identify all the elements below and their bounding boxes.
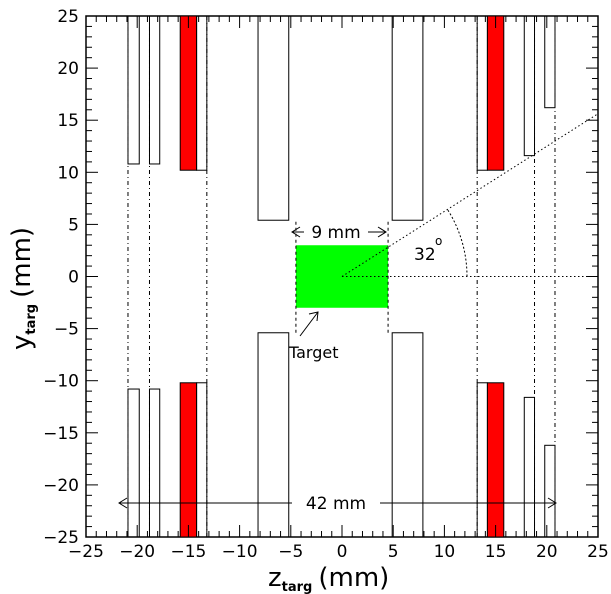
plate-lower-1 <box>148 388 161 538</box>
target-arrowhead <box>308 311 319 322</box>
x-tick-label: 0 <box>337 542 348 562</box>
plate-upper-9 <box>544 15 556 109</box>
x-tick-label: 20 <box>536 542 558 562</box>
x-tick-label: 10 <box>434 542 456 562</box>
angle-degree-symbol: o <box>435 234 442 248</box>
y-tick-label: −25 <box>43 528 79 548</box>
span-arrowhead-right <box>547 497 557 509</box>
y-tick-label: 25 <box>57 7 79 27</box>
plate-upper-3 <box>196 15 208 171</box>
width-label: 9 mm <box>311 223 360 243</box>
y-axis-title: ytarg (mm) <box>7 227 39 350</box>
y-tick-label: 15 <box>57 111 79 131</box>
plate-lower-5 <box>391 332 424 538</box>
x-axis-sub: targ <box>282 580 313 594</box>
plate-lower-9 <box>544 444 556 538</box>
plate-lower-2 <box>179 382 198 538</box>
x-axis-title: ztarg (mm) <box>268 563 389 594</box>
angle-annotation: 32 o <box>414 209 468 277</box>
plate-lower-4 <box>257 332 290 538</box>
y-axis-main: y <box>7 335 37 350</box>
x-tick-label: 15 <box>485 542 507 562</box>
angled-reference-line <box>341 113 599 277</box>
plate-upper-2 <box>179 15 198 171</box>
y-axis-unit: (mm) <box>7 227 37 298</box>
plate-upper-4 <box>257 15 290 221</box>
plate-lower-7 <box>486 382 505 538</box>
angle-label: 32 <box>414 245 436 265</box>
plate-upper-6 <box>476 15 488 171</box>
y-tick-label: −10 <box>43 372 79 392</box>
y-axis-sub: targ <box>24 304 39 335</box>
span-dimension: 42 mm <box>118 493 557 514</box>
x-tick-label: 25 <box>587 542 609 562</box>
plate-lower-3 <box>196 382 208 538</box>
target-callout: Target <box>288 311 339 362</box>
y-tick-label: 20 <box>57 59 79 79</box>
width-dimension: 9 mm <box>291 222 387 243</box>
span-label-bg <box>292 493 380 513</box>
ticks-layer <box>85 15 599 538</box>
plate-upper-5 <box>391 15 424 221</box>
x-axis-main: z <box>268 563 282 593</box>
width-label-bg <box>304 222 368 242</box>
angle-arc <box>447 209 468 277</box>
x-tick-label: −5 <box>278 542 303 562</box>
x-axis-unit: (mm) <box>318 563 389 593</box>
target-label: Target <box>288 343 339 362</box>
plate-lower-0 <box>127 388 140 538</box>
plate-upper-1 <box>148 15 161 165</box>
plate-upper-7 <box>486 15 505 171</box>
y-tick-label: −15 <box>43 424 79 444</box>
y-tick-label: −20 <box>43 476 79 496</box>
plate-lower-8 <box>523 396 536 538</box>
x-tick-label: −10 <box>222 542 258 562</box>
plate-upper-8 <box>523 15 536 157</box>
x-tick-label: −25 <box>68 542 104 562</box>
plate-upper-0 <box>127 15 140 165</box>
span-label: 42 mm <box>306 494 366 514</box>
x-tick-label: −15 <box>170 542 206 562</box>
y-tick-label: −5 <box>54 320 79 340</box>
target-arrow-line <box>299 311 319 337</box>
y-tick-label: 0 <box>68 268 79 288</box>
x-tick-label: 5 <box>388 542 399 562</box>
span-arrowhead-left <box>118 497 128 509</box>
x-tick-label: −20 <box>119 542 155 562</box>
x-tick-labels: −25 −20 −15 −10 −5 0 5 10 15 20 25 <box>68 542 609 562</box>
width-arrowhead-left <box>291 226 301 238</box>
guide-layer <box>127 16 599 537</box>
y-tick-label: 5 <box>68 215 79 235</box>
y-tick-label: 10 <box>57 163 79 183</box>
y-tick-labels: 25 20 15 10 5 0 −5 −10 −15 −20 −25 <box>43 7 79 548</box>
plate-lower-6 <box>476 382 488 538</box>
width-arrowhead-right <box>377 226 387 238</box>
